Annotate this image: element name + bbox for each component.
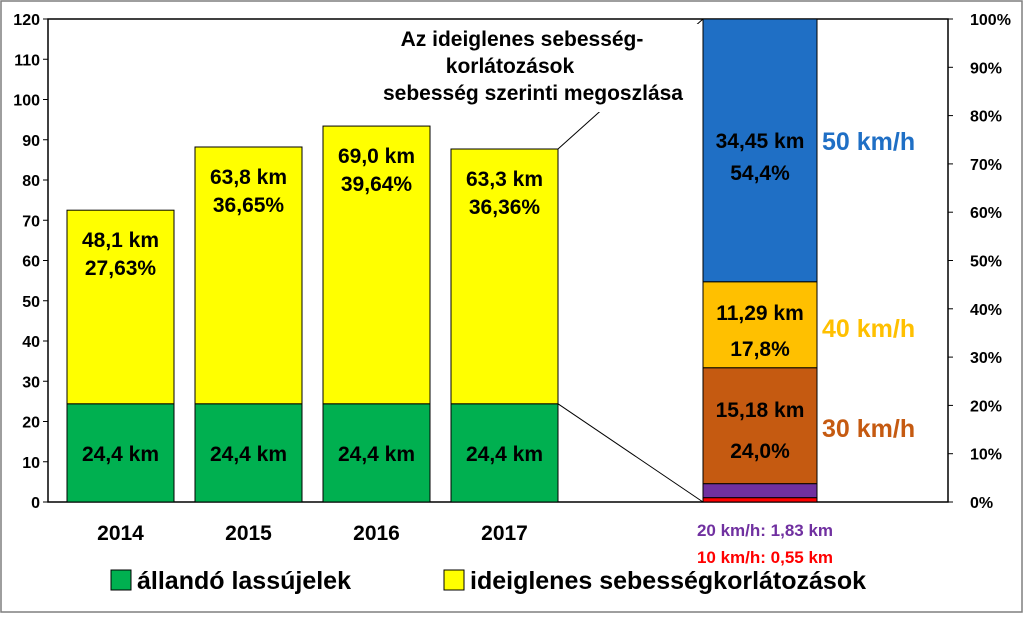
segment-label-km-30kmh: 15,18 km	[716, 399, 805, 422]
caption-10kmh: 10 km/h: 0,55 km	[697, 548, 833, 567]
segment-40kmh	[702, 281, 818, 369]
data-label-ideiglenes-pct-2016: 39,64%	[341, 173, 413, 196]
bar-ideiglenes-2017	[450, 148, 559, 405]
bar-allando-2014	[66, 403, 175, 503]
inset-title-background	[380, 24, 700, 112]
left-axis-tick-label: 100	[13, 93, 40, 110]
legend-swatch-ideiglenes	[443, 569, 465, 591]
connector-line-bottom	[557, 403, 704, 503]
segment-20kmh	[702, 483, 818, 499]
data-label-allando-2014: 24,4 km	[82, 443, 159, 466]
data-label-ideiglenes-km-2015: 63,8 km	[210, 166, 287, 189]
left-axis-tick-label: 70	[22, 213, 40, 230]
inset-title-line-3: sebesség szerinti megoszlása	[383, 82, 683, 105]
data-label-allando-2015: 24,4 km	[210, 443, 287, 466]
left-axis-tick-label: 10	[22, 455, 40, 472]
data-label-ideiglenes-km-2016: 69,0 km	[338, 145, 415, 168]
segment-side-label-30kmh: 30 km/h	[822, 415, 915, 443]
left-axis-tick-label: 30	[22, 374, 40, 391]
category-label-2017: 2017	[481, 522, 528, 545]
data-label-ideiglenes-pct-2015: 36,65%	[213, 194, 285, 217]
segment-10kmh	[702, 497, 818, 503]
bar-allando-2017	[450, 403, 559, 503]
segment-side-label-40kmh: 40 km/h	[822, 315, 915, 343]
right-axis-tick-label: 20%	[970, 398, 1002, 415]
data-label-allando-2017: 24,4 km	[466, 443, 543, 466]
caption-20kmh: 20 km/h: 1,83 km	[697, 521, 833, 540]
right-axis-tick-label: 40%	[970, 302, 1002, 319]
inset-title-line-1: Az ideiglenes sebesség-	[401, 28, 644, 51]
data-label-ideiglenes-pct-2014: 27,63%	[85, 257, 157, 280]
segment-label-km-40kmh: 11,29 km	[716, 302, 804, 325]
bar-ideiglenes-2015	[194, 146, 303, 405]
left-axis-tick-label: 120	[13, 12, 40, 29]
category-label-2015: 2015	[225, 522, 272, 545]
left-axis-tick-label: 20	[22, 415, 40, 432]
segment-side-label-50kmh: 50 km/h	[822, 128, 915, 156]
segment-label-pct-30kmh: 24,0%	[730, 440, 790, 463]
legend-label-allando: állandó lassújelek	[137, 567, 351, 595]
left-axis-tick-label: 80	[22, 173, 40, 190]
left-axis-tick-label: 40	[22, 334, 40, 351]
category-label-2014: 2014	[97, 522, 144, 545]
right-axis-tick-label: 80%	[970, 109, 1002, 126]
right-axis-tick-label: 90%	[970, 60, 1002, 77]
right-axis-tick-label: 100%	[970, 12, 1011, 29]
left-axis-tick-label: 50	[22, 294, 40, 311]
bar-ideiglenes-2016	[322, 125, 431, 405]
segment-50kmh	[702, 18, 818, 283]
data-label-ideiglenes-km-2017: 63,3 km	[466, 168, 543, 191]
segment-label-km-50kmh: 34,45 km	[716, 130, 805, 153]
left-axis-tick-label: 90	[22, 133, 40, 150]
bar-allando-2015	[194, 403, 303, 503]
right-axis-tick-label: 0%	[970, 495, 993, 512]
right-axis-tick-label: 30%	[970, 350, 1002, 367]
right-axis-tick-label: 60%	[970, 205, 1002, 222]
bar-allando-2016	[322, 403, 431, 503]
inset-title-line-2: korlátozások	[446, 55, 575, 78]
right-axis-tick-label: 70%	[970, 157, 1002, 174]
right-axis-tick-label: 10%	[970, 447, 1002, 464]
legend-swatch-allando	[110, 569, 132, 591]
left-axis-tick-label: 0	[31, 495, 40, 512]
data-label-allando-2016: 24,4 km	[338, 443, 415, 466]
segment-30kmh	[702, 367, 818, 485]
data-label-ideiglenes-km-2014: 48,1 km	[82, 229, 159, 252]
segment-label-pct-50kmh: 54,4%	[730, 162, 790, 185]
left-axis-tick-label: 60	[22, 254, 40, 271]
category-label-2016: 2016	[353, 522, 400, 545]
segment-label-pct-40kmh: 17,8%	[730, 338, 790, 361]
right-axis-tick-label: 50%	[970, 254, 1002, 271]
bar-ideiglenes-2014	[66, 209, 175, 405]
data-label-ideiglenes-pct-2017: 36,36%	[469, 196, 541, 219]
left-axis-tick-label: 110	[14, 52, 40, 69]
legend-label-ideiglenes: ideiglenes sebességkorlátozások	[470, 567, 866, 595]
